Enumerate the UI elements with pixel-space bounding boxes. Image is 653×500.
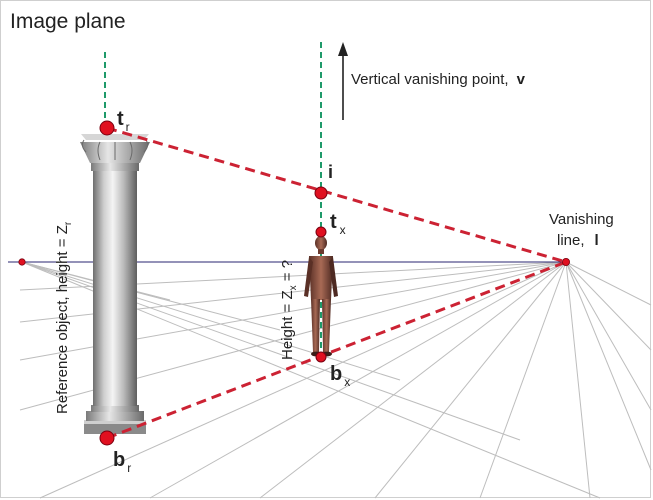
grid-ray [565, 261, 652, 471]
person-figure [304, 236, 338, 357]
grid-ray [565, 261, 652, 351]
label-i: i [328, 162, 333, 182]
grid-ray-left [21, 261, 401, 381]
grid-ray [565, 261, 591, 499]
point-i [314, 186, 328, 200]
up-arrow-icon [338, 42, 348, 120]
grid-ray [565, 261, 652, 306]
grid-ray [39, 261, 567, 499]
grid-ray [374, 261, 567, 499]
grid-ray [259, 261, 567, 499]
height-query-label: Height = Zx = ? [279, 260, 299, 360]
left-vanishing-point [18, 258, 26, 266]
reference-object-label: Reference object, height = Zr [54, 221, 74, 414]
points [99, 120, 571, 446]
point-t-r [99, 120, 115, 136]
line-br-to-vanishing [106, 260, 567, 440]
image-plane-title: Image plane [10, 10, 126, 33]
grid-ray [149, 261, 567, 499]
vertical-vp-label: Vertical vanishing point, v [351, 71, 526, 88]
point-vanishing [562, 257, 571, 266]
line-tr-to-vanishing [106, 126, 567, 264]
vanishing-line-label-1: Vanishing [549, 211, 614, 228]
vanishing-line-label-2: line, l [557, 232, 599, 249]
grid-ray-left [21, 261, 281, 331]
grid-ray [479, 261, 567, 499]
point-b-r [99, 430, 115, 446]
point-t-x [315, 226, 327, 238]
point-b-x [315, 351, 327, 363]
grid-ray [565, 261, 652, 411]
